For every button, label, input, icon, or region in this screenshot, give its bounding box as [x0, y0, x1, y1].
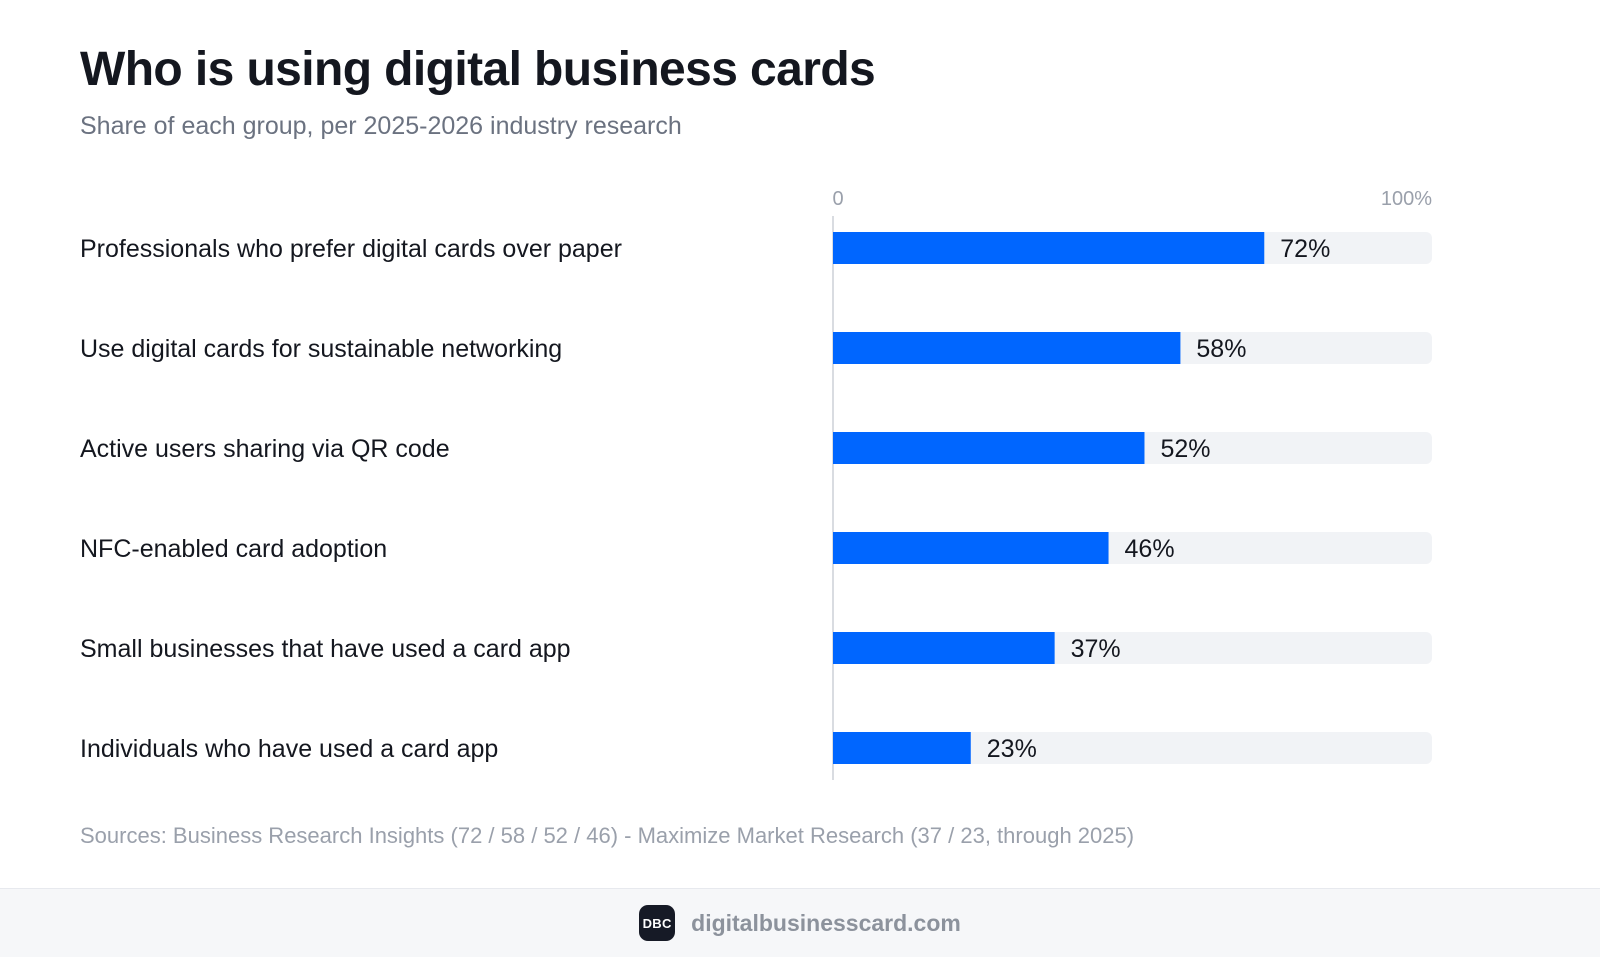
bar-chart: 0 100% Professionals who prefer digital c… [80, 188, 1432, 780]
bar-track [833, 732, 1432, 764]
category-label: NFC-enabled card adoption [80, 535, 387, 563]
chart-title: Who is using digital business cards [80, 43, 876, 96]
bar [833, 432, 1145, 464]
source-note: Sources: Business Research Insights (72 … [80, 823, 1135, 848]
category-label: Professionals who prefer digital cards o… [80, 235, 622, 263]
footer-bar: DBC digitalbusinesscard.com [0, 888, 1600, 957]
bar [833, 232, 1265, 264]
axis-tick-label: 100% [1381, 188, 1432, 210]
category-label: Active users sharing via QR code [80, 435, 450, 463]
category-label: Use digital cards for sustainable networ… [80, 335, 562, 363]
category-label: Small businesses that have used a card a… [80, 635, 571, 663]
value-label: 52% [1160, 435, 1210, 463]
category-label: Individuals who have used a card app [80, 735, 498, 763]
axis-tick-label: 0 [832, 188, 843, 210]
brand-logo: DBC [639, 905, 676, 941]
value-label: 37% [1071, 635, 1121, 663]
bar [833, 632, 1055, 664]
value-label: 72% [1280, 235, 1330, 263]
chart-subtitle: Share of each group, per 2025-2026 indus… [80, 112, 682, 140]
value-label: 58% [1196, 335, 1246, 363]
bar [833, 332, 1181, 364]
bar [833, 732, 971, 764]
bar [833, 532, 1109, 564]
value-label: 46% [1125, 535, 1175, 563]
value-label: 23% [987, 735, 1037, 763]
brand-domain: digitalbusinesscard.com [691, 909, 961, 936]
